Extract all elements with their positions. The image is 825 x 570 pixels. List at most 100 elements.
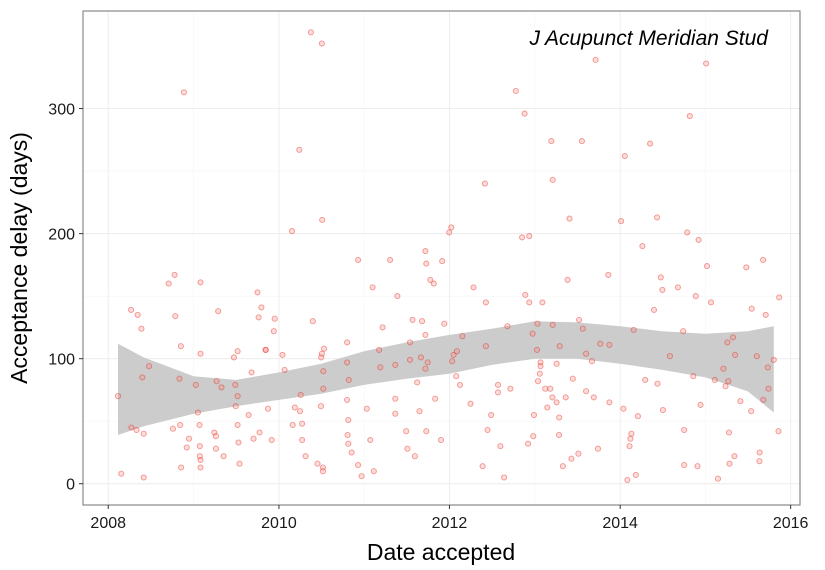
data-point bbox=[320, 385, 327, 392]
data-point bbox=[450, 351, 457, 358]
data-point bbox=[684, 229, 691, 236]
data-point bbox=[764, 364, 771, 371]
y-axis-title: Acceptance delay (days) bbox=[6, 132, 32, 384]
data-point bbox=[215, 308, 222, 315]
data-point bbox=[743, 264, 750, 271]
data-point bbox=[268, 436, 275, 444]
data-point bbox=[562, 394, 569, 401]
data-point bbox=[578, 138, 585, 145]
data-point bbox=[569, 375, 576, 382]
data-point bbox=[392, 395, 399, 402]
data-point bbox=[525, 440, 532, 447]
data-point bbox=[666, 353, 673, 360]
data-point bbox=[281, 366, 288, 373]
data-point bbox=[211, 429, 218, 436]
data-point bbox=[196, 421, 203, 429]
data-point bbox=[319, 468, 326, 475]
data-point bbox=[430, 280, 437, 287]
data-point bbox=[171, 271, 178, 278]
minor-gridlines bbox=[83, 11, 800, 505]
data-point bbox=[197, 350, 204, 357]
data-point bbox=[626, 443, 633, 450]
data-point bbox=[264, 405, 272, 412]
data-point bbox=[544, 404, 551, 411]
data-point bbox=[530, 411, 538, 419]
data-point bbox=[258, 304, 265, 311]
data-point bbox=[627, 435, 634, 442]
confidence-ribbon bbox=[118, 321, 774, 435]
data-point bbox=[556, 343, 563, 350]
data-point bbox=[140, 474, 147, 481]
data-point bbox=[539, 299, 546, 306]
data-point bbox=[753, 353, 760, 360]
data-point bbox=[594, 445, 602, 452]
panel-border bbox=[82, 10, 801, 506]
data-point bbox=[659, 286, 666, 293]
data-point bbox=[536, 370, 543, 377]
data-point bbox=[762, 311, 769, 318]
data-point bbox=[172, 313, 179, 320]
data-point bbox=[114, 393, 122, 400]
data-point bbox=[620, 405, 627, 412]
data-point bbox=[317, 403, 325, 410]
data-point bbox=[497, 443, 504, 450]
data-point bbox=[423, 260, 430, 267]
x-tick-label: 2010 bbox=[261, 515, 297, 532]
data-point bbox=[467, 400, 474, 407]
data-point bbox=[392, 410, 399, 417]
data-point bbox=[606, 341, 613, 348]
data-point bbox=[271, 315, 278, 322]
data-point bbox=[590, 394, 597, 401]
data-point bbox=[432, 395, 439, 402]
data-point bbox=[756, 449, 763, 456]
data-point bbox=[681, 426, 688, 434]
data-point bbox=[770, 356, 777, 363]
data-point bbox=[138, 325, 145, 332]
data-point bbox=[297, 391, 304, 398]
data-point bbox=[230, 354, 237, 361]
plot-panel bbox=[83, 11, 800, 505]
x-tick-label: 2012 bbox=[432, 515, 468, 532]
data-point bbox=[236, 460, 243, 467]
smooth-ribbon-layer bbox=[118, 321, 774, 435]
data-point bbox=[537, 363, 544, 370]
data-point bbox=[686, 113, 693, 120]
x-tick-label: 2008 bbox=[90, 515, 126, 532]
data-point bbox=[165, 280, 172, 287]
data-point bbox=[729, 334, 737, 341]
data-point bbox=[423, 428, 430, 435]
data-point bbox=[579, 325, 586, 332]
data-point bbox=[358, 473, 365, 480]
data-point bbox=[504, 323, 511, 330]
data-point bbox=[760, 256, 767, 263]
data-point bbox=[250, 435, 257, 442]
data-point bbox=[419, 318, 426, 325]
x-axis: 2008 2010 2012 2014 2016 bbox=[90, 505, 809, 532]
y-tick-label: 100 bbox=[48, 352, 75, 369]
data-point bbox=[484, 426, 491, 434]
data-point bbox=[542, 385, 549, 392]
data-point bbox=[289, 421, 296, 429]
data-point bbox=[422, 248, 429, 255]
data-point bbox=[559, 463, 566, 470]
data-point bbox=[128, 306, 135, 313]
data-point bbox=[588, 358, 595, 365]
data-point bbox=[262, 346, 269, 353]
data-point bbox=[553, 399, 560, 406]
data-point bbox=[725, 429, 733, 436]
data-point bbox=[262, 346, 269, 353]
data-point bbox=[177, 421, 184, 429]
data-point bbox=[379, 324, 386, 331]
data-point bbox=[694, 463, 701, 470]
data-point bbox=[288, 228, 296, 235]
x-tick-label: 2014 bbox=[602, 515, 638, 532]
data-point bbox=[318, 354, 325, 361]
data-point bbox=[639, 243, 646, 250]
data-point bbox=[422, 365, 429, 372]
data-point bbox=[299, 420, 306, 427]
data-point bbox=[534, 320, 541, 327]
data-point bbox=[592, 56, 599, 63]
data-point bbox=[256, 429, 263, 436]
data-point bbox=[453, 348, 460, 355]
data-point bbox=[319, 216, 326, 223]
